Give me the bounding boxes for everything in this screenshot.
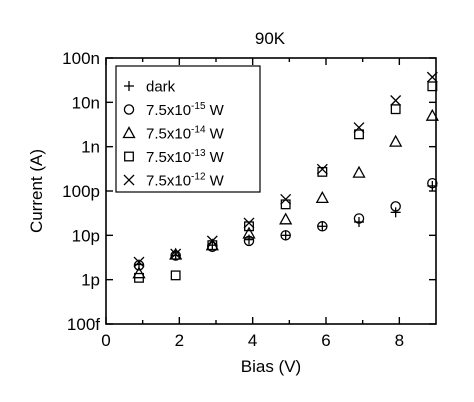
y-tick-label: 10p xyxy=(72,226,100,245)
data-point-circle xyxy=(243,235,255,247)
legend-marker-cross xyxy=(123,174,135,186)
legend-marker-circle xyxy=(123,104,135,115)
data-point-triangle xyxy=(169,247,183,260)
y-tick-label: 100f xyxy=(67,315,100,334)
legend-label: 7.5x10-14 W xyxy=(146,125,225,143)
y-tick-label: 1p xyxy=(81,271,100,290)
legend-label-base: dark xyxy=(146,79,176,96)
legend-box xyxy=(115,65,261,193)
data-point-cross xyxy=(206,235,218,247)
legend-label-unit: W xyxy=(206,102,225,119)
data-point-plus xyxy=(390,207,401,218)
legend-label-unit: W xyxy=(206,149,225,166)
legend-label-base: 7.5x10 xyxy=(146,173,191,190)
data-point-square xyxy=(134,272,144,283)
data-point-square xyxy=(354,129,364,140)
legend-label-unit: W xyxy=(206,173,225,190)
legend-marker-plus xyxy=(124,81,134,91)
y-tick-label: 1n xyxy=(81,138,100,157)
data-point-triangle xyxy=(132,266,146,279)
x-tick-label: 2 xyxy=(175,331,184,350)
data-markers xyxy=(132,71,439,283)
data-point-square xyxy=(170,270,181,281)
data-point-square xyxy=(427,81,438,92)
data-point-circle xyxy=(317,221,328,232)
y-tick-label: 10n xyxy=(72,93,100,112)
data-point-circle xyxy=(133,260,145,271)
data-point-cross xyxy=(243,217,255,229)
x-tick-label: 6 xyxy=(321,331,330,350)
axis-ticks: 0 2 4 6 8 100f 1p 10p 100p 1n 10n 100n xyxy=(62,49,436,350)
data-point-cross xyxy=(280,193,292,205)
data-point-cross xyxy=(353,122,365,134)
legend-label-exponent: -14 xyxy=(191,125,206,136)
data-point-circle xyxy=(170,250,181,261)
data-point-triangle xyxy=(352,165,366,178)
x-tick-label: 8 xyxy=(395,331,404,350)
legend-label-unit: W xyxy=(206,126,225,143)
x-tick-label: 0 xyxy=(101,331,110,350)
legend-label-exponent: -15 xyxy=(191,101,206,112)
data-point-cross xyxy=(133,256,145,268)
data-point-plus xyxy=(280,230,291,241)
x-axis-label: Bias (V) xyxy=(241,357,301,376)
legend-marker-triangle xyxy=(122,126,136,139)
legend-marker-square xyxy=(124,151,134,162)
data-point-triangle xyxy=(389,134,403,147)
data-point-cross xyxy=(390,95,402,106)
data-point-triangle xyxy=(425,108,439,121)
data-point-square xyxy=(280,199,291,210)
data-point-circle xyxy=(280,230,291,241)
legend-label: 7.5x10-15 W xyxy=(146,101,225,119)
y-axis-label: Current (A) xyxy=(27,149,46,233)
legend-label-base: 7.5x10 xyxy=(146,149,191,166)
data-point-cross xyxy=(316,163,328,175)
data-point-triangle xyxy=(315,191,329,204)
data-point-circle xyxy=(390,201,401,212)
y-tick-label: 100n xyxy=(62,49,100,68)
legend-label: dark xyxy=(146,79,176,96)
data-point-triangle xyxy=(279,212,293,225)
y-tick-label: 100p xyxy=(62,182,100,201)
data-point-cross xyxy=(170,248,182,260)
legend-label-exponent: -13 xyxy=(191,148,206,159)
data-point-cross xyxy=(426,71,438,83)
legend-label: 7.5x10-13 W xyxy=(146,148,225,166)
legend-label: 7.5x10-12 W xyxy=(146,172,225,190)
data-point-square xyxy=(244,221,254,232)
legend-label-base: 7.5x10 xyxy=(146,126,191,143)
data-point-square xyxy=(317,166,328,177)
legend-label-base: 7.5x10 xyxy=(146,102,191,119)
x-tick-label: 4 xyxy=(248,331,257,350)
data-point-square xyxy=(390,104,401,115)
data-point-triangle xyxy=(242,226,256,239)
legend-label-exponent: -12 xyxy=(191,172,206,183)
data-point-circle xyxy=(427,177,438,189)
data-point-circle xyxy=(353,213,365,224)
chart-title: 90K xyxy=(255,29,286,48)
data-point-plus xyxy=(317,221,328,232)
